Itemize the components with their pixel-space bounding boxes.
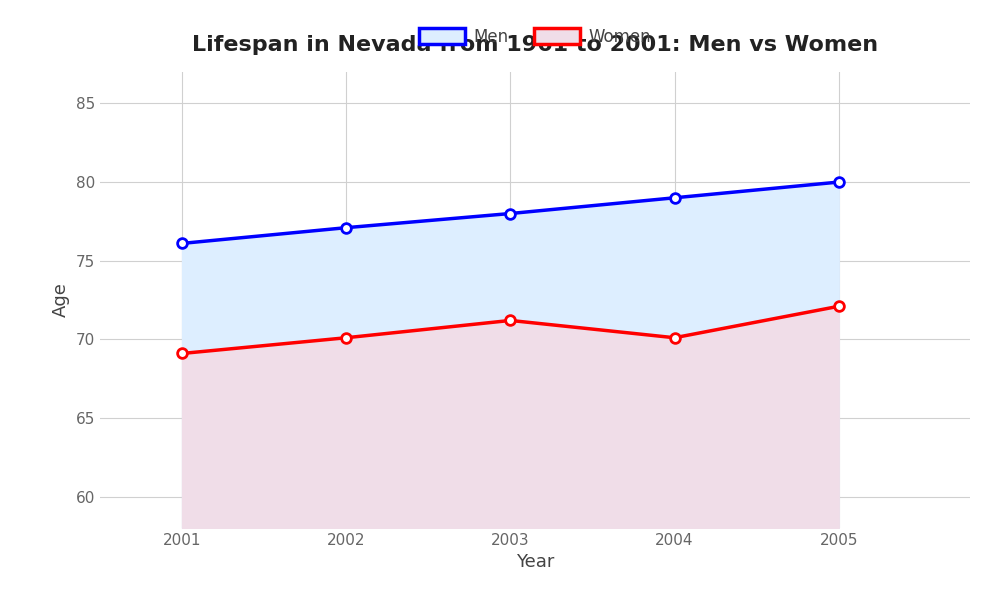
Legend: Men, Women: Men, Women — [412, 21, 658, 52]
Y-axis label: Age: Age — [52, 283, 70, 317]
Title: Lifespan in Nevada from 1961 to 2001: Men vs Women: Lifespan in Nevada from 1961 to 2001: Me… — [192, 35, 878, 55]
X-axis label: Year: Year — [516, 553, 554, 571]
